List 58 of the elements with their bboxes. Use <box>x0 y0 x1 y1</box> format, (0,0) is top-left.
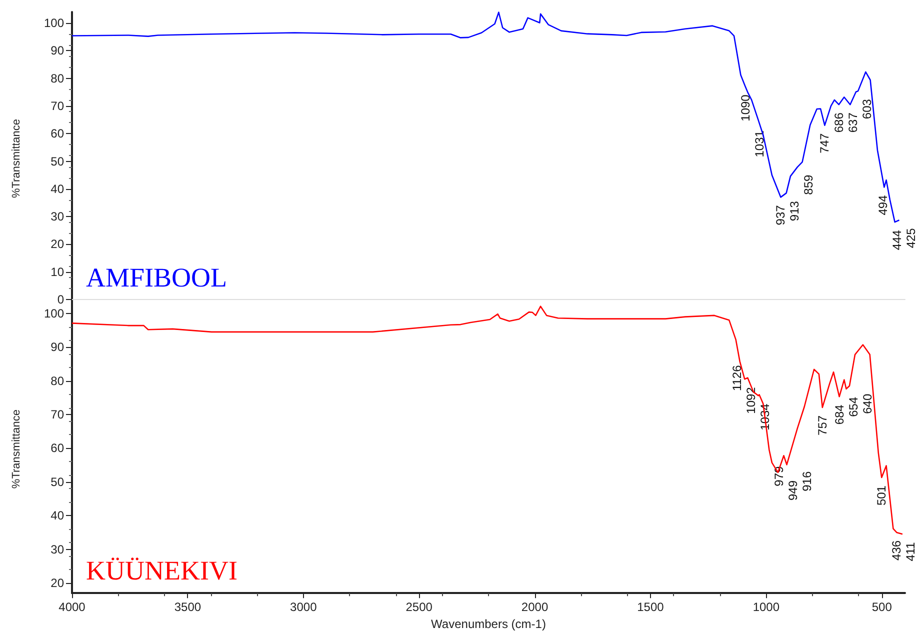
y-tick-label: 50 <box>50 154 64 168</box>
y-tick-label: 30 <box>50 542 64 556</box>
y-tick-label: 10 <box>50 264 64 279</box>
annotation: 757 <box>815 415 830 436</box>
y-tick-label: 60 <box>50 441 64 456</box>
x-tick-label: 3000 <box>290 600 318 614</box>
line-series <box>71 12 900 223</box>
annotation: 501 <box>874 485 889 506</box>
annotation: 686 <box>832 112 846 133</box>
line-series <box>71 306 904 535</box>
annotation: 436 <box>890 540 904 560</box>
y-tick-label: 20 <box>50 576 64 590</box>
annotation: 913 <box>788 200 802 222</box>
y-tick-label: 30 <box>50 210 64 224</box>
annotation: 1031 <box>752 130 766 158</box>
y-tick-label: 90 <box>50 44 64 58</box>
annotation: 425 <box>904 228 918 248</box>
annotation: 684 <box>832 404 846 425</box>
y-tick-label: 100 <box>44 306 64 320</box>
text: AMFIBOOL <box>86 262 228 292</box>
x-tick-label: 2000 <box>521 600 548 614</box>
y-tick-label: 60 <box>50 126 64 141</box>
y-tick-label: 90 <box>50 340 64 354</box>
x-tick-label: 1500 <box>637 600 664 614</box>
x-axis-title: Wavenumbers (cm-1) <box>431 617 546 631</box>
y-tick-label: 20 <box>50 237 64 252</box>
y-tick-label: 80 <box>50 374 64 388</box>
y-axis-title: %Transmittance <box>10 118 22 198</box>
x-tick-label: 2500 <box>406 600 433 614</box>
annotation: 949 <box>786 480 800 500</box>
x-tick-label: 4000 <box>58 600 86 614</box>
y-tick-label: 70 <box>50 98 64 113</box>
y-tick-label: 100 <box>44 16 64 30</box>
annotation: 916 <box>800 471 814 492</box>
annotation: 603 <box>860 98 874 120</box>
x-tick-label: 500 <box>872 600 892 614</box>
annotation: 747 <box>818 133 832 154</box>
annotation: 640 <box>860 394 874 414</box>
y-tick-label: 80 <box>50 71 64 86</box>
annotation: 411 <box>904 542 918 562</box>
annotation: 444 <box>890 230 904 250</box>
annotation: 654 <box>846 396 860 417</box>
annotation: 637 <box>846 112 860 133</box>
x-tick-label: 1000 <box>752 600 780 614</box>
y-tick-label: 70 <box>50 408 64 422</box>
text: KÜÜNEKIVI <box>86 556 238 586</box>
y-tick-label: 50 <box>50 474 64 489</box>
annotation: 1092 <box>744 386 758 414</box>
y-tick-label: 40 <box>50 508 64 523</box>
annotation: 1126 <box>730 364 744 392</box>
annotation: 494 <box>876 194 890 216</box>
y-tick-label: 0 <box>57 292 64 306</box>
annotation: 859 <box>802 174 816 195</box>
y-tick-label: 40 <box>50 182 64 196</box>
annotation: 1090 <box>738 94 752 122</box>
annotation: 937 <box>774 204 788 226</box>
x-tick-label: 3500 <box>174 600 202 614</box>
y-axis-title: %Transmittance <box>10 410 22 489</box>
